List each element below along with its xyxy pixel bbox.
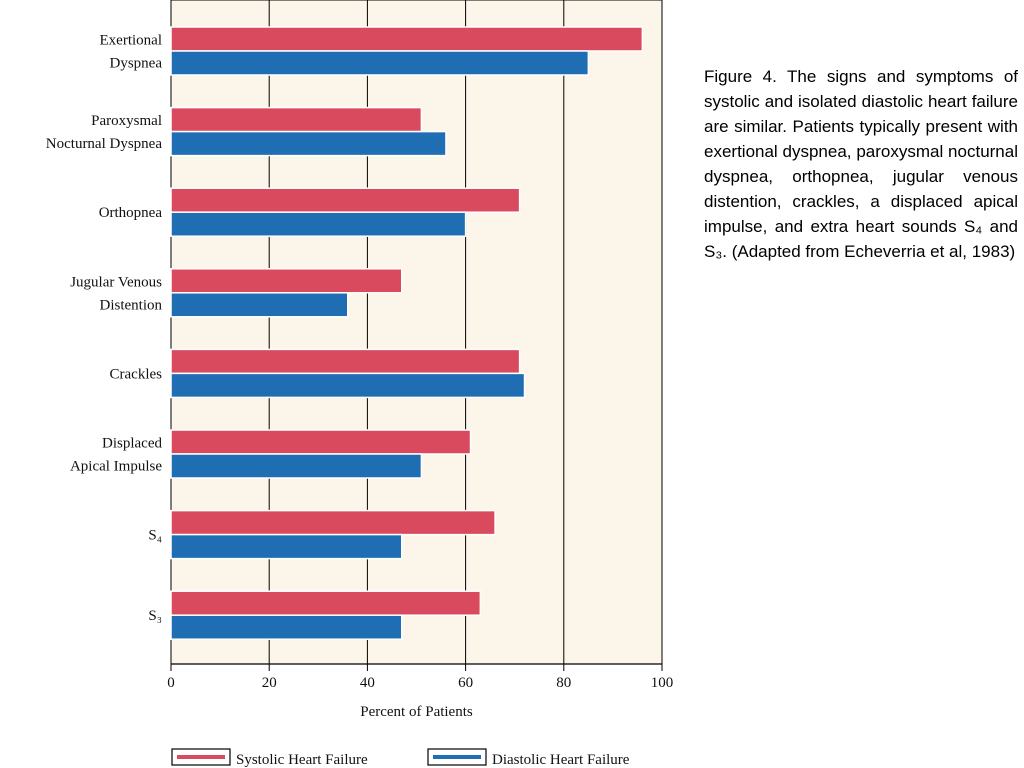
- bar-systolic: [170, 268, 403, 294]
- category-label: Dyspnea: [110, 56, 163, 72]
- x-axis-title: Percent of Patients: [360, 704, 473, 720]
- category-label: Paroxysmal: [91, 113, 162, 129]
- category-label: S₄: [148, 528, 162, 544]
- bar-systolic: [170, 348, 521, 375]
- category-label: Displaced: [102, 436, 162, 452]
- bar-diastolic: [170, 50, 590, 76]
- legend-label: Diastolic Heart Failure: [492, 752, 630, 768]
- bar-systolic: [170, 509, 496, 536]
- x-tick-label: 40: [360, 675, 375, 691]
- category-label: Orthopnea: [99, 205, 163, 221]
- bar-diastolic: [170, 533, 403, 560]
- category-label: Jugular Venous: [70, 274, 162, 290]
- x-tick-label: 80: [556, 675, 571, 691]
- bar-systolic: [170, 106, 423, 133]
- plot-background: [170, 0, 663, 665]
- category-label: Nocturnal Dyspnea: [46, 136, 163, 152]
- bar-diastolic: [170, 614, 403, 640]
- x-axis: 0 20 40 60 80 100: [167, 663, 674, 691]
- category-label: Apical Impulse: [70, 459, 162, 475]
- category-label: Distention: [100, 297, 163, 313]
- bar-diastolic: [170, 453, 423, 479]
- category-labels: Exertional Dyspnea Paroxysmal Nocturnal Dys…: [46, 33, 163, 625]
- bar-systolic: [170, 187, 521, 213]
- legend-swatch: [177, 755, 225, 759]
- category-label: Exertional: [100, 33, 162, 49]
- legend: Systolic Heart Failure Diastolic Heart Fa…: [171, 748, 630, 768]
- bar-diastolic: [170, 130, 447, 157]
- bar-systolic: [170, 26, 644, 52]
- bar-diastolic: [170, 292, 349, 318]
- bar-systolic: [170, 429, 472, 455]
- x-tick-label: 0: [167, 675, 175, 691]
- figure-caption: Figure 4. The signs and symptoms of syst…: [704, 67, 1018, 261]
- legend-swatch: [433, 755, 481, 759]
- category-label: S₃: [148, 608, 162, 624]
- bar-diastolic: [170, 211, 467, 237]
- x-tick-label: 60: [458, 675, 473, 691]
- legend-label: Systolic Heart Failure: [236, 752, 368, 768]
- bars: [170, 26, 644, 640]
- bar-systolic: [170, 590, 482, 616]
- bar-diastolic: [170, 372, 526, 399]
- x-tick-label: 100: [651, 675, 674, 691]
- category-label: Crackles: [110, 366, 163, 382]
- x-tick-label: 20: [262, 675, 277, 691]
